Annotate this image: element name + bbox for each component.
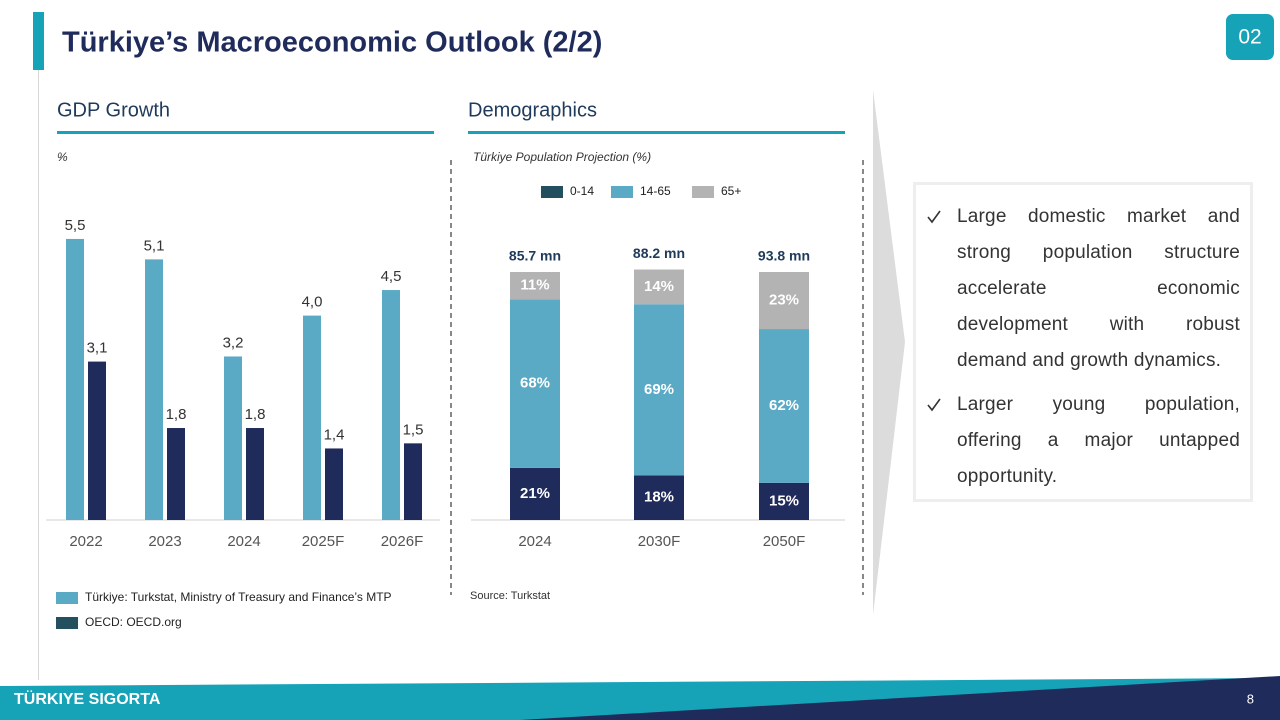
total-label: 85.7 mn <box>509 248 561 264</box>
total-label: 88.2 mn <box>633 245 685 261</box>
bar-segment <box>634 304 684 476</box>
badge <box>1226 14 1274 60</box>
bar-segment <box>510 272 560 300</box>
segment-label: 14% <box>644 278 674 295</box>
legend-label: Türkiye: Turkstat, Ministry of Treasury … <box>85 590 392 604</box>
x-tick-label: 2030F <box>638 533 681 550</box>
data-label: 3,2 <box>223 334 244 351</box>
bullet: Larger young population, offering a majo… <box>927 387 1240 495</box>
bullet-box: Large domestic market and strong populat… <box>913 182 1253 502</box>
section-underline <box>468 131 845 134</box>
check-icon <box>927 398 941 412</box>
bar <box>404 443 422 520</box>
legend-swatch <box>611 186 633 198</box>
segment-label: 18% <box>644 489 674 506</box>
bullet-text: Large domestic market and strong populat… <box>957 206 1240 371</box>
x-tick-label: 2022 <box>69 533 102 550</box>
bar <box>224 356 242 520</box>
bar-segment <box>759 329 809 483</box>
x-tick-label: 2024 <box>518 533 551 550</box>
legend-label: 0-14 <box>570 184 594 198</box>
page-number: 8 <box>1247 691 1254 706</box>
section-title: Demographics <box>468 99 597 121</box>
total-label: 93.8 mn <box>758 248 810 264</box>
segment-label: 68% <box>520 375 550 392</box>
check-icon <box>927 210 941 224</box>
bar-segment <box>510 467 560 520</box>
chart-subtitle: Türkiye Population Projection (%) <box>473 150 651 164</box>
segment-label: 21% <box>520 485 550 502</box>
badge-text: 02 <box>1238 26 1261 49</box>
x-tick-label: 2023 <box>148 533 181 550</box>
bar-segment <box>510 299 560 468</box>
slide-title: Türkiye’s Macroeconomic Outlook (2/2) <box>62 27 602 59</box>
data-label: 5,1 <box>144 237 165 254</box>
footer-band-dark <box>520 676 1280 720</box>
bar <box>382 290 400 520</box>
bar <box>167 428 185 520</box>
bar <box>88 361 106 520</box>
legend-label: 65+ <box>721 184 741 198</box>
data-label: 4,0 <box>302 294 323 311</box>
segment-label: 11% <box>520 277 549 294</box>
data-label: 1,8 <box>166 406 187 423</box>
segment-label: 69% <box>644 381 674 398</box>
data-label: 5,5 <box>65 217 86 234</box>
source-note: Source: Turkstat <box>470 590 550 602</box>
bullet: Large domestic market and strong populat… <box>927 199 1240 379</box>
chevron <box>873 90 905 615</box>
bar <box>66 238 84 520</box>
accent-bar <box>33 12 44 70</box>
bar <box>246 428 264 520</box>
bar-segment <box>634 475 684 520</box>
legend-swatch <box>541 186 563 198</box>
segment-label: 23% <box>769 291 799 308</box>
legend-label: OECD: OECD.org <box>85 615 182 629</box>
section-underline <box>57 131 434 134</box>
x-tick-label: 2050F <box>763 533 806 550</box>
data-label: 4,5 <box>381 268 402 285</box>
legend-swatch <box>56 592 78 604</box>
bar-segment <box>759 482 809 520</box>
data-label: 1,5 <box>403 421 424 438</box>
x-tick-label: 2025F <box>302 533 345 550</box>
legend-swatch <box>56 617 78 629</box>
bar <box>325 448 343 520</box>
data-label: 3,1 <box>87 340 108 357</box>
bar-segment <box>634 269 684 305</box>
bar-segment <box>759 272 809 330</box>
segment-label: 15% <box>769 492 799 509</box>
legend-swatch <box>692 186 714 198</box>
unit-label: % <box>57 150 68 164</box>
bullet-text: Larger young population, offering a majo… <box>957 394 1240 487</box>
x-tick-label: 2026F <box>381 533 424 550</box>
data-label: 1,8 <box>245 406 266 423</box>
section-title: GDP Growth <box>57 99 170 121</box>
legend-label: 14-65 <box>640 184 671 198</box>
bar <box>145 259 163 520</box>
x-tick-label: 2024 <box>227 533 260 550</box>
data-label: 1,4 <box>324 426 345 443</box>
segment-label: 62% <box>769 397 799 414</box>
bar <box>303 315 321 520</box>
logo: TÜRKIYE SIGORTA <box>14 689 161 708</box>
